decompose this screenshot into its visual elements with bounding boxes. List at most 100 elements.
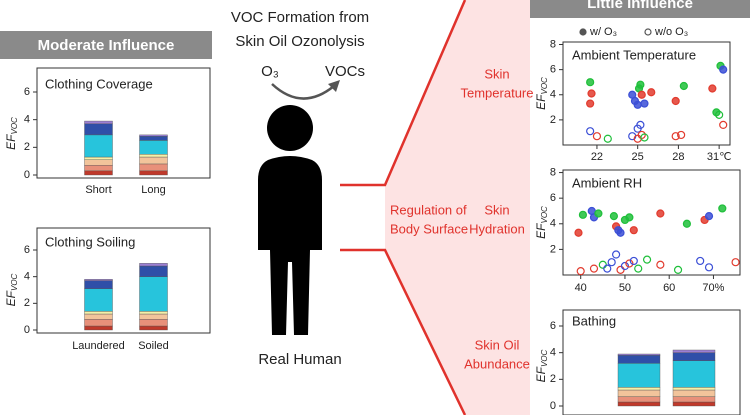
reactant: O₃ (261, 63, 279, 80)
bar-segment (84, 319, 113, 327)
bar-segment (139, 311, 168, 315)
bar-segment (139, 140, 168, 155)
scatter-point (671, 132, 680, 141)
scatter-point (719, 65, 728, 74)
right-panel (530, 0, 750, 415)
scatter-point (616, 228, 625, 237)
bar-segment (84, 325, 113, 331)
panel-title: Ambient Temperature (572, 47, 696, 62)
regulation-label: Body Surface (390, 221, 468, 236)
bar-segment (139, 136, 168, 141)
x-tick-label: 31℃ (707, 151, 732, 163)
scatter-point (671, 96, 680, 106)
legend-marker (579, 28, 587, 36)
x-tick-label: 25 (632, 151, 644, 163)
y-tick-label: 4 (550, 347, 556, 359)
bar-segment (139, 319, 168, 327)
bar-segment (84, 311, 113, 315)
x-tick-label: 50 (619, 282, 631, 294)
scatter-point (586, 99, 595, 108)
y-axis-label-sub: VOC (540, 349, 549, 367)
scatter-point (704, 211, 714, 221)
scatter-point (576, 267, 585, 276)
funnel-line (340, 0, 467, 187)
x-tick-label: 28 (672, 151, 684, 163)
scatter-point (636, 120, 645, 130)
y-tick-label: 4 (550, 218, 556, 230)
scatter-point (640, 133, 649, 142)
arrow-head (328, 80, 340, 92)
bar-segment (672, 360, 716, 388)
scatter-point (682, 219, 692, 228)
scatter-point (731, 258, 740, 267)
scatter-point (594, 209, 603, 218)
bar-segment (139, 156, 168, 165)
scatter-point (634, 264, 643, 273)
scatter-point (586, 78, 595, 87)
scatter-point (589, 264, 599, 273)
y-axis-label: EFVOC (4, 117, 19, 150)
legend-marker (644, 28, 652, 36)
bar-segment (84, 156, 113, 160)
bar-segment (617, 389, 661, 397)
panel-title: Clothing Soiling (45, 234, 135, 249)
bar-segment (139, 163, 168, 172)
scatter-point (636, 80, 645, 89)
bar-segment (617, 355, 661, 364)
scatter-point (574, 228, 583, 237)
x-tick-label: Soiled (138, 340, 169, 352)
y-tick-label: 2 (550, 114, 556, 126)
y-tick-label: 8 (550, 166, 556, 178)
scatter-point (679, 81, 688, 91)
bar-segment (617, 363, 661, 388)
y-axis-label: EFVOC (534, 349, 549, 382)
scatter-point (607, 258, 616, 267)
x-tick-label: 22 (591, 151, 603, 163)
x-tick-label: Short (85, 184, 111, 196)
bar-segment (139, 154, 168, 158)
panel-frame (36, 227, 211, 334)
y-tick-label: 6 (550, 192, 556, 204)
y-tick-label: 0 (24, 169, 30, 181)
scatter-point (625, 259, 634, 268)
x-tick-label: Long (141, 184, 165, 196)
human-head (267, 105, 313, 151)
product: VOCs (325, 63, 365, 80)
scatter-point (625, 213, 634, 222)
y-tick-label: 4 (24, 271, 30, 283)
y-tick-label: 0 (550, 400, 556, 412)
section-title: Moderate Influence (38, 37, 175, 54)
scatter-point (673, 265, 683, 274)
bar-segment (84, 120, 113, 125)
bar-segment (139, 263, 168, 267)
bar-segment (139, 325, 168, 331)
section-header (0, 31, 212, 59)
subject-label: Real Human (258, 351, 341, 368)
y-axis-label-main: EF (4, 290, 18, 306)
y-tick-label: 8 (550, 38, 556, 50)
scatter-point (637, 130, 646, 140)
bar-segment (84, 165, 113, 172)
legend-label: w/ O₃ (589, 26, 617, 38)
scatter-point (642, 255, 652, 264)
y-axis-label-sub: VOC (540, 77, 549, 95)
y-tick-label: 0 (24, 324, 30, 336)
bar-segment (617, 353, 661, 356)
y-tick-label: 4 (24, 114, 30, 126)
y-tick-label: 2 (550, 373, 556, 385)
y-axis-label-sub: VOC (540, 206, 549, 224)
bar-segment (672, 387, 716, 391)
bar-segment (84, 134, 113, 158)
y-axis-label: EFVOC (4, 273, 19, 306)
scatter-point (640, 99, 649, 108)
y-tick-label: 6 (550, 320, 556, 332)
scatter-point (633, 100, 642, 109)
y-axis-label: EFVOC (534, 77, 549, 110)
scatter-point (718, 204, 727, 213)
y-axis-label-sub: VOC (10, 117, 19, 135)
funnel-line (340, 248, 467, 415)
legend-label: w/o O₃ (654, 26, 688, 38)
scatter-point (592, 132, 602, 141)
reaction-arrow (271, 83, 335, 100)
factor-label: Skin (484, 202, 509, 217)
